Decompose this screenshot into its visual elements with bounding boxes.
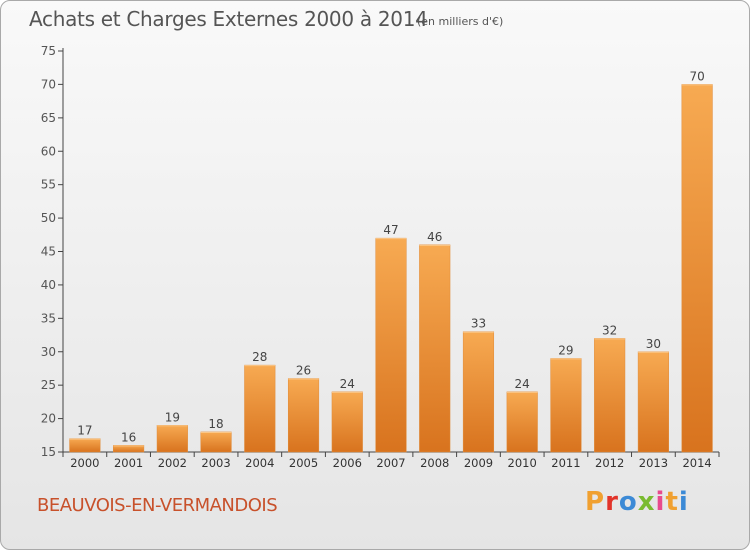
y-tick-label: 25 [41,378,56,392]
data-label: 28 [252,350,267,364]
data-label: 30 [646,337,661,351]
logo-letter: x [637,487,656,517]
y-axis: 15 20 25 30 35 40 45 50 55 60 65 70 75 [41,44,64,459]
bar [462,331,495,453]
x-tick-label: 2009 [464,456,493,470]
y-tick-label: 70 [41,77,56,91]
data-label: 33 [471,317,486,331]
bar [200,431,232,453]
x-axis: 2000 2001 2002 2003 2004 2005 2006 2007 2008 2009… [62,451,720,470]
data-label: 32 [602,323,617,337]
y-tick-label: 60 [41,144,56,158]
y-tick-label: 35 [41,311,56,325]
x-tick-label: 2000 [70,456,99,470]
bar [69,438,101,453]
bar [156,425,188,453]
bar [113,445,145,453]
y-tick-label: 50 [41,211,56,225]
data-label: 70 [689,69,704,83]
bar [375,237,407,453]
x-tick-label: 2008 [420,456,449,470]
y-tick-label: 20 [41,412,56,426]
bar [287,378,320,453]
logo-letter: i [678,487,689,517]
x-tick-label: 2010 [508,456,537,470]
data-label: 24 [340,377,355,391]
bar [637,351,669,453]
bar [594,338,626,453]
logo-letter: i [655,487,666,517]
x-tick-label: 2004 [245,456,274,470]
x-tick-label: 2012 [595,456,624,470]
y-tick-label: 15 [41,445,56,459]
x-tick-label: 2001 [114,456,143,470]
x-tick-label: 2007 [376,456,405,470]
data-label: 19 [165,410,180,424]
y-tick-label: 45 [41,245,56,259]
commune-name: BEAUVOIS-EN-VERMANDOIS [37,495,278,516]
bar [550,358,582,453]
logo-letter: o [618,487,638,517]
bar [506,391,538,453]
data-label: 17 [77,424,92,438]
data-label: 24 [515,377,530,391]
y-tick-label: 55 [41,178,56,192]
data-label: 29 [558,343,573,357]
x-tick-label: 2014 [682,456,711,470]
proxiti-logo[interactable]: Proxiti [585,487,689,517]
y-tick-label: 30 [41,345,56,359]
logo-letter: P [585,487,606,517]
bar [331,391,363,453]
x-tick-label: 2006 [333,456,362,470]
chart-title: Achats et Charges Externes 2000 à 2014 [29,7,428,31]
bar [244,364,276,453]
bar-series: 17 16 19 18 28 26 24 47 46 33 24 29 32 30 70 [69,69,713,453]
bar [681,84,713,453]
data-label: 26 [296,363,311,377]
y-tick-label: 65 [41,111,56,125]
logo-letter: t [665,487,679,517]
data-label: 47 [383,223,398,237]
y-tick-label: 40 [41,278,56,292]
y-tick-label: 75 [41,44,56,58]
data-label: 46 [427,230,442,244]
x-tick-label: 2005 [289,456,318,470]
chart-unit: (en milliers d'€) [417,15,504,28]
logo-letter: r [605,487,619,517]
x-tick-label: 2011 [551,456,580,470]
bar [419,244,451,453]
data-label: 18 [208,417,223,431]
x-tick-label: 2003 [201,456,230,470]
x-tick-label: 2002 [158,456,187,470]
x-tick-label: 2013 [639,456,668,470]
data-label: 16 [121,430,136,444]
